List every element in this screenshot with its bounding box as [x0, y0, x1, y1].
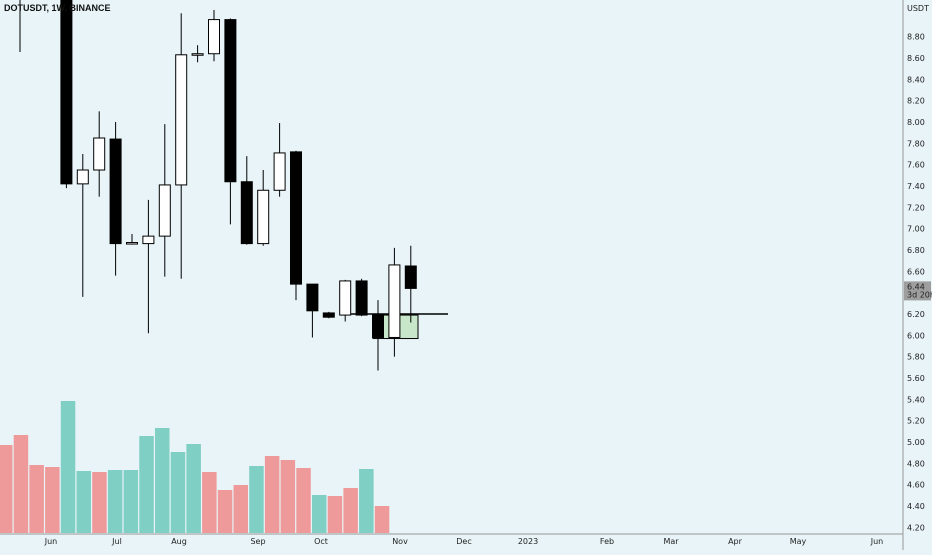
y-tick-label: 8.80	[907, 33, 925, 42]
x-tick-label: Aug	[171, 537, 187, 546]
y-tick-label: 5.40	[907, 395, 925, 404]
candle-body	[224, 19, 237, 183]
y-tick-label: 8.40	[907, 75, 925, 84]
y-tick-label: 7.80	[907, 139, 925, 148]
candle-body	[339, 280, 352, 316]
y-tick-label: 8.00	[907, 118, 925, 127]
candle-body	[404, 265, 417, 289]
volume-bar	[296, 468, 311, 533]
y-tick-label: 5.80	[907, 353, 925, 362]
candle-body	[372, 314, 384, 338]
y-tick-label: 8.60	[907, 54, 925, 63]
volume-bar	[139, 436, 154, 533]
x-tick-label: Jun	[44, 537, 58, 546]
candle-body	[109, 138, 122, 245]
price-badge	[904, 281, 931, 301]
candle-body	[322, 312, 335, 318]
y-tick-label: 6.00	[907, 331, 925, 340]
price-badge-countdown: 3d 20h	[907, 290, 932, 299]
volume-bar	[29, 465, 44, 533]
symbol-label: DOTUSDT, 1W, BINANCE	[4, 3, 111, 13]
volume-bar	[264, 456, 280, 533]
candle-body	[60, 0, 73, 185]
volume-bar	[60, 401, 76, 533]
x-tick-label: Oct	[314, 537, 328, 546]
candle-body	[76, 169, 89, 185]
volume-bar	[123, 470, 139, 533]
currency-label: USDT	[907, 4, 929, 13]
volume-bar	[13, 435, 29, 533]
volume-bar	[170, 452, 186, 533]
y-tick-label: 4.20	[907, 523, 925, 532]
y-tick-label: 7.20	[907, 203, 925, 212]
y-tick-label: 4.80	[907, 459, 925, 468]
y-tick-label: 7.00	[907, 225, 925, 234]
volume-bar	[312, 495, 327, 533]
x-tick-label: 2023	[518, 537, 538, 546]
volume-bar	[217, 490, 233, 533]
volume-bar	[0, 445, 13, 533]
y-tick-label: 7.40	[907, 182, 925, 191]
volume-bar	[202, 472, 217, 533]
x-tick-label: Nov	[392, 537, 408, 546]
volume-bar	[374, 506, 390, 533]
candle-body	[388, 264, 401, 338]
volume-bar	[280, 460, 296, 533]
x-tick-label: Mar	[663, 537, 679, 546]
y-tick-label: 5.20	[907, 417, 925, 426]
volume-bar	[92, 472, 107, 533]
candle-body	[126, 242, 138, 245]
x-tick-label: Jun	[870, 537, 884, 546]
volume-bar	[107, 470, 123, 533]
candle-body	[158, 184, 171, 237]
candle-body	[273, 152, 286, 191]
y-tick-label: 4.60	[907, 481, 925, 490]
candle-body	[208, 19, 220, 55]
y-tick-label: 5.00	[907, 438, 925, 447]
y-tick-label: 6.80	[907, 246, 925, 255]
y-tick-label: 8.20	[907, 97, 925, 106]
y-tick-label: 5.60	[907, 374, 925, 383]
x-tick-label: Jul	[111, 537, 122, 546]
volume-bar	[343, 488, 358, 533]
y-tick-label: 7.60	[907, 161, 925, 170]
volume-bar	[76, 471, 91, 533]
x-tick-label: Apr	[728, 537, 743, 546]
candle-body	[142, 235, 155, 245]
volume-bar	[233, 485, 248, 533]
x-tick-label: Feb	[600, 537, 614, 546]
y-tick-label: 4.40	[907, 502, 925, 511]
candle-body	[257, 189, 270, 245]
candle-body	[290, 151, 302, 285]
x-tick-label: Dec	[456, 537, 471, 546]
volume-bar	[249, 466, 264, 533]
x-tick-label: May	[790, 537, 807, 546]
y-tick-label: 6.20	[907, 310, 925, 319]
volume-bar	[359, 469, 374, 533]
volume-bar	[45, 467, 60, 533]
candle-body	[240, 181, 253, 245]
candle-body	[175, 54, 188, 186]
price-badge-value: 6.44	[907, 282, 925, 291]
volume-bar	[186, 444, 201, 533]
candle-body	[191, 53, 204, 56]
volume-bar	[327, 496, 343, 533]
candle-body	[306, 283, 319, 312]
y-tick-label: 6.60	[907, 267, 925, 276]
x-tick-label: Sep	[250, 537, 265, 546]
candle-body	[93, 137, 106, 171]
candle-body	[355, 280, 368, 316]
volume-bar	[155, 428, 170, 533]
